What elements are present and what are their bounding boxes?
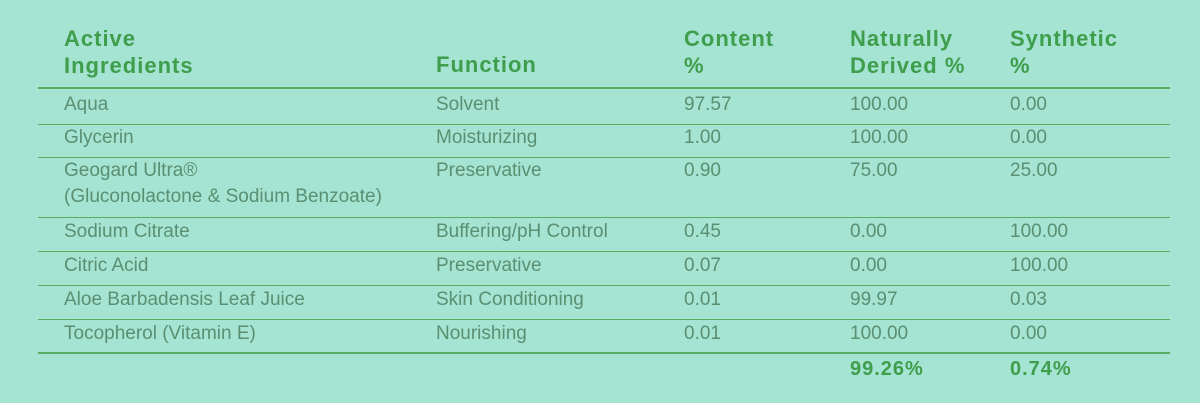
table-cell: 99.97	[850, 289, 898, 310]
ingredient-name: Tocopherol (Vitamin E)	[64, 323, 256, 344]
column-header: Content	[684, 26, 775, 51]
table-cell: 100.00	[1010, 221, 1069, 242]
ingredient-name: Glycerin	[64, 127, 134, 148]
table-cell: 25.00	[1010, 160, 1058, 181]
row-divider	[38, 124, 1170, 125]
row-divider	[38, 217, 1170, 218]
ingredient-name: Aloe Barbadensis Leaf Juice	[64, 289, 305, 310]
ingredient-name: Aqua	[64, 94, 109, 115]
table-cell: Skin Conditioning	[436, 289, 584, 310]
table-cell: 100.00	[850, 323, 909, 344]
column-header: %	[684, 53, 705, 78]
table-cell: 100.00	[850, 94, 909, 115]
ingredient-name: Citric Acid	[64, 255, 149, 276]
table-cell: Preservative	[436, 160, 542, 181]
column-header: Synthetic	[1010, 26, 1119, 51]
table-cell: 0.03	[1010, 289, 1047, 310]
column-header: Naturally	[850, 26, 954, 51]
ingredient-name: (Gluconolactone & Sodium Benzoate)	[64, 186, 382, 207]
table-cell: Moisturizing	[436, 127, 538, 148]
column-header: Ingredients	[64, 53, 194, 78]
row-divider	[38, 87, 1170, 89]
row-divider	[38, 157, 1170, 158]
ingredient-name: Geogard Ultra®	[64, 160, 198, 181]
table-cell: 1.00	[684, 127, 721, 148]
column-header: Active	[64, 26, 137, 51]
column-header: %	[1010, 53, 1031, 78]
column-header: Function	[436, 52, 537, 77]
table-cell: 0.00	[1010, 94, 1047, 115]
table-cell: 97.57	[684, 94, 732, 115]
ingredient-name: Sodium Citrate	[64, 221, 190, 242]
row-divider	[38, 285, 1170, 286]
table-cell: 0.07	[684, 255, 721, 276]
table-cell: 0.01	[684, 289, 721, 310]
table-cell: 75.00	[850, 160, 898, 181]
column-header: Derived %	[850, 53, 966, 78]
table-cell: 0.00	[850, 221, 887, 242]
table-cell: Preservative	[436, 255, 542, 276]
table-cell: 0.00	[1010, 127, 1047, 148]
table-cell: 0.01	[684, 323, 721, 344]
row-divider	[38, 352, 1170, 354]
row-divider	[38, 251, 1170, 252]
table-cell: 100.00	[1010, 255, 1069, 276]
total-value: 0.74%	[1010, 358, 1072, 380]
table-cell: 0.90	[684, 160, 721, 181]
total-value: 99.26%	[850, 358, 924, 380]
table-cell: Nourishing	[436, 323, 527, 344]
table-cell: Buffering/pH Control	[436, 221, 608, 242]
table-cell: 0.45	[684, 221, 721, 242]
table-cell: 100.00	[850, 127, 909, 148]
table-cell: 0.00	[850, 255, 887, 276]
table-cell: Solvent	[436, 94, 500, 115]
row-divider	[38, 319, 1170, 320]
table-cell: 0.00	[1010, 323, 1047, 344]
